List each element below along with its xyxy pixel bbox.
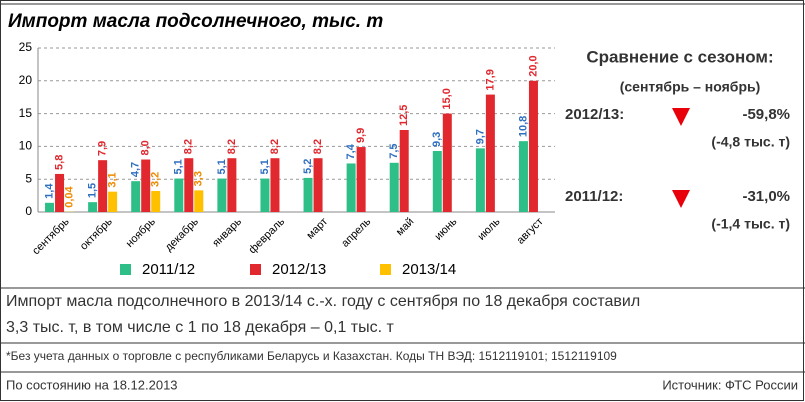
down-arrow bbox=[672, 108, 690, 126]
date: По состоянию на 18.12.2013 bbox=[6, 377, 178, 392]
bar bbox=[131, 181, 141, 212]
data-label: 9,3 bbox=[431, 132, 443, 147]
bar bbox=[227, 158, 237, 212]
source: Источник: ФТС России bbox=[662, 377, 798, 392]
note: 3,3 тыс. т, в том числе с 1 по 18 декабр… bbox=[6, 319, 395, 336]
bar bbox=[217, 178, 227, 212]
legend-label: 2011/12 bbox=[142, 261, 195, 278]
x-tick-label: июль bbox=[475, 216, 502, 243]
bar bbox=[174, 178, 184, 212]
data-label: 3,3 bbox=[193, 171, 205, 186]
data-label: 9,9 bbox=[355, 128, 367, 143]
data-label: 1,5 bbox=[87, 183, 99, 198]
x-tick-label: сентябрь bbox=[30, 216, 72, 258]
abs-change: (-1,4 тыс. т) bbox=[711, 216, 790, 232]
data-label: 8,2 bbox=[183, 139, 195, 154]
data-label: 12,5 bbox=[398, 105, 410, 126]
down-arrow bbox=[672, 190, 690, 208]
legend-label: 2012/13 bbox=[272, 261, 326, 278]
data-label: 0,04 bbox=[63, 185, 75, 207]
data-label: 10,8 bbox=[517, 116, 529, 137]
y-tick-label: 10 bbox=[19, 139, 33, 153]
bar bbox=[88, 202, 98, 212]
y-tick-label: 5 bbox=[25, 171, 32, 185]
data-label: 8,2 bbox=[226, 139, 238, 154]
data-label: 15,0 bbox=[441, 88, 453, 109]
data-label: 7,9 bbox=[97, 141, 109, 156]
data-label: 5,2 bbox=[302, 159, 314, 174]
x-tick-label: март bbox=[304, 216, 330, 242]
data-label: 5,1 bbox=[173, 159, 185, 174]
panel-period: (сентябрь – ноябрь) bbox=[620, 79, 761, 95]
x-tick-label: декабрь bbox=[163, 216, 201, 254]
bar bbox=[399, 130, 409, 212]
x-tick-label: ноябрь bbox=[124, 216, 158, 250]
x-tick-label: февраль bbox=[247, 216, 288, 257]
bar bbox=[356, 147, 366, 212]
bar bbox=[194, 190, 204, 212]
bar bbox=[270, 158, 280, 212]
data-label: 9,7 bbox=[474, 129, 486, 144]
data-label: 17,9 bbox=[484, 69, 496, 90]
bar bbox=[98, 160, 108, 212]
data-label: 1,4 bbox=[43, 183, 55, 199]
data-label: 4,7 bbox=[130, 162, 142, 177]
season: 2011/12: bbox=[565, 188, 623, 205]
data-label: 8,2 bbox=[312, 139, 324, 154]
bar bbox=[389, 162, 399, 212]
data-label: 5,1 bbox=[259, 159, 271, 174]
bar bbox=[432, 150, 442, 212]
bar bbox=[45, 202, 55, 212]
bar bbox=[151, 191, 161, 212]
season: 2012/13: bbox=[565, 106, 624, 123]
x-tick-label: июнь bbox=[432, 216, 459, 243]
legend-label: 2013/14 bbox=[402, 261, 456, 278]
bar bbox=[518, 141, 528, 212]
x-tick-label: январь bbox=[210, 216, 244, 250]
bar bbox=[303, 177, 313, 212]
legend-swatch bbox=[120, 264, 131, 275]
data-label: 3,2 bbox=[150, 172, 162, 187]
data-label: 20,0 bbox=[527, 55, 539, 76]
legend-swatch bbox=[250, 264, 261, 275]
y-tick-label: 20 bbox=[19, 73, 33, 87]
abs-change: (-4,8 тыс. т) bbox=[711, 134, 790, 150]
bar bbox=[485, 94, 495, 212]
y-tick-label: 15 bbox=[19, 106, 33, 120]
change: -31,0% bbox=[742, 188, 790, 205]
legend-swatch bbox=[380, 264, 391, 275]
x-tick-label: май bbox=[394, 216, 417, 239]
bar bbox=[260, 178, 270, 212]
change: -59,8% bbox=[742, 106, 790, 123]
x-tick-label: август bbox=[515, 216, 546, 247]
footnote: *Без учета данных о торговле с республик… bbox=[6, 349, 617, 363]
data-label: 3,1 bbox=[107, 172, 119, 187]
data-label: 5,1 bbox=[216, 159, 228, 174]
bar bbox=[442, 113, 452, 212]
x-tick-label: апрель bbox=[339, 216, 373, 250]
data-label: 7,5 bbox=[388, 144, 400, 159]
data-label: 5,8 bbox=[53, 155, 65, 170]
bar bbox=[108, 191, 118, 212]
y-tick-label: 25 bbox=[19, 40, 33, 54]
data-label: 8,2 bbox=[269, 139, 281, 154]
bar bbox=[528, 80, 538, 212]
data-label: 8,0 bbox=[140, 140, 152, 155]
bar bbox=[141, 159, 151, 212]
bar bbox=[313, 158, 323, 212]
y-tick-label: 0 bbox=[25, 204, 32, 218]
data-label: 7,4 bbox=[345, 143, 357, 159]
bar bbox=[346, 163, 356, 212]
panel-heading: Сравнение с сезоном: bbox=[586, 47, 773, 66]
chart-title: Импорт масла подсолнечного, тыс. т bbox=[8, 11, 383, 32]
x-tick-label: октябрь bbox=[78, 216, 115, 253]
bar bbox=[55, 173, 65, 212]
note: Импорт масла подсолнечного в 2013/14 с.-… bbox=[6, 293, 640, 310]
bar bbox=[475, 148, 485, 212]
bar bbox=[184, 158, 194, 212]
